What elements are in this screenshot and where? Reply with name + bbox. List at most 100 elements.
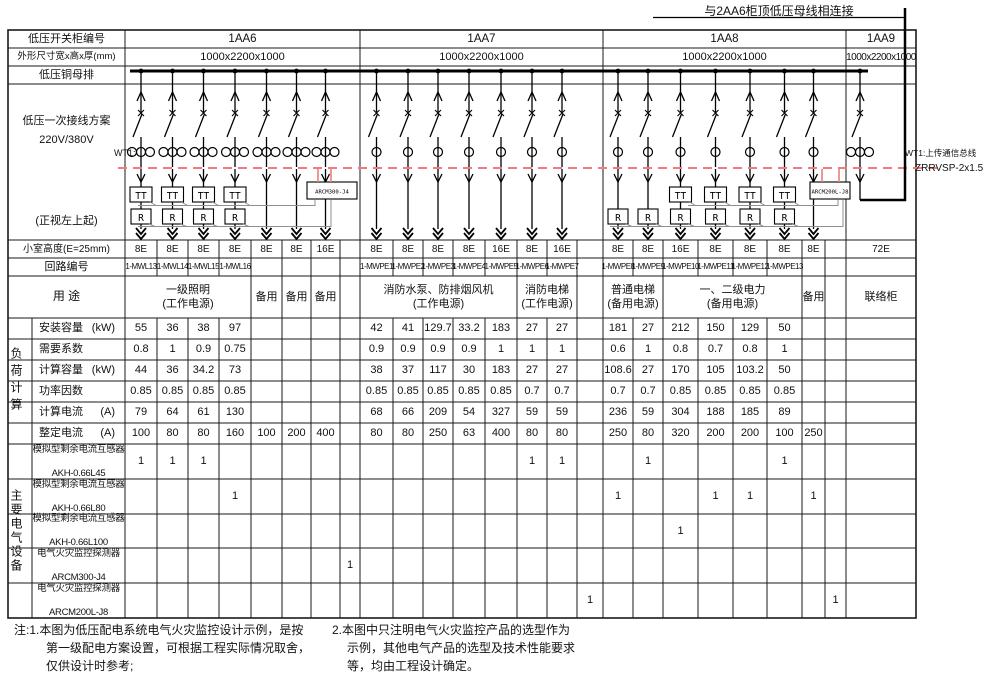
r-routing-line xyxy=(610,200,844,227)
load-value-cell: 27 xyxy=(641,322,655,335)
purpose-cell: 普通电梯 (备用电源) xyxy=(607,284,659,310)
equip-count-cell: 1 xyxy=(746,490,754,503)
arrow-down-icon xyxy=(710,173,721,184)
arrow-up-icon xyxy=(291,90,302,102)
current-transformer-icon xyxy=(744,146,756,158)
cabinet-id-cell: 1AA9 xyxy=(866,32,896,45)
chamber-height-cell: 8E xyxy=(401,243,415,255)
load-value-cell: 236 xyxy=(608,406,628,419)
load-value-cell: 209 xyxy=(428,406,448,419)
current-transformer-icon xyxy=(710,146,721,158)
arrow-up-icon xyxy=(613,90,623,102)
current-transformer-icon xyxy=(402,146,414,158)
current-transformer-icon xyxy=(252,146,263,158)
chamber-height-cell: 8E xyxy=(260,243,273,255)
feeder-arrow-icon xyxy=(197,227,210,236)
row-label-purpose: 用 途 xyxy=(52,289,81,304)
equip-count-cell: 1 xyxy=(712,490,719,503)
note-line: 等，均由工程设计确定。 xyxy=(347,659,480,673)
arrow-up-icon xyxy=(527,90,537,102)
load-value-cell: 0.7 xyxy=(524,385,540,398)
breaker-cross-icon xyxy=(856,109,864,117)
equip-count-cell: 1 xyxy=(169,455,176,468)
equipment-name: 模拟型剩余电流互感器 xyxy=(32,478,125,490)
current-transformer-icon xyxy=(556,146,568,158)
arrow-up-icon xyxy=(230,90,240,102)
arrow-down-icon xyxy=(230,173,240,184)
feeder-arrow-icon xyxy=(495,232,507,241)
breaker-blade-icon xyxy=(226,113,237,138)
load-value-cell: 129.7 xyxy=(424,322,452,335)
equip-count-cell: 1 xyxy=(677,524,684,537)
equipment-row-label: 模拟型剩余电流互感器 AKH-0.66L45 xyxy=(32,444,125,479)
purpose-cell: 备用 xyxy=(802,291,825,303)
chamber-height-cell: 8E xyxy=(166,243,179,255)
feeder-arrow-icon xyxy=(463,232,475,241)
arrow-up-icon xyxy=(643,90,653,102)
load-value-cell: 320 xyxy=(671,427,690,440)
load-value-cell: 0.9 xyxy=(430,343,446,356)
load-value-cell: 0.7 xyxy=(610,385,626,398)
feeder-arrow-icon xyxy=(135,232,147,241)
equipment-model: ARCM200L-J8 xyxy=(48,606,108,618)
routing-stub xyxy=(724,201,731,206)
load-value-cell: 50 xyxy=(778,322,791,335)
arrow-up-icon xyxy=(320,90,331,102)
scheme-label-line2: 220V/380V xyxy=(39,134,94,146)
circuit-no-cell: 1-MWPE7 xyxy=(545,261,579,271)
comm-bus-annotation-line1: WT1:上传通信总线 xyxy=(905,148,977,158)
load-value-cell: 0.7 xyxy=(707,343,724,356)
current-transformer-icon xyxy=(863,146,875,158)
chamber-height-cell: 8E xyxy=(641,243,655,255)
feeder-arrow-icon xyxy=(556,232,568,241)
load-value-cell: 73 xyxy=(228,364,242,377)
load-value-cell: 0.7 xyxy=(554,385,570,398)
load-row-name: 整定电流 xyxy=(39,427,83,440)
equip-count-cell: 1 xyxy=(832,594,839,607)
arrow-down-icon xyxy=(371,173,382,184)
current-transformer-icon xyxy=(144,146,156,158)
note-line: 第一级配电方案设置，可根据工程实际情况取舍， xyxy=(46,641,311,655)
load-value-cell: 80 xyxy=(197,427,210,440)
circuit-no-cell: 1-MWL14 xyxy=(156,261,189,271)
load-value-cell: 129 xyxy=(740,322,760,335)
load-value-cell: 0.6 xyxy=(610,343,626,356)
equipment-row-label: 电气火灾监控探测器 ARCM200L-J8 xyxy=(32,583,125,618)
feeder-arrow-icon xyxy=(260,232,273,241)
circuit-no-cell: 1-MWPE13 xyxy=(766,261,803,271)
wt1-drop-stub xyxy=(317,169,332,182)
tt-device-label: TT xyxy=(167,191,179,202)
load-value-cell: 183 xyxy=(491,322,511,335)
load-value-cell: 54 xyxy=(462,406,476,419)
breaker-cross-icon xyxy=(614,109,622,117)
load-row-name: 安装容量 xyxy=(39,322,83,335)
load-value-cell: 38 xyxy=(197,322,210,335)
cabinet-id-cell: 1AA8 xyxy=(710,32,739,45)
load-value-cell: 42 xyxy=(370,322,383,335)
tt-device-label: TT xyxy=(744,191,756,202)
load-row-unit: (kW) xyxy=(91,322,115,335)
r-device-label: R xyxy=(232,213,238,224)
r-device-label: R xyxy=(782,213,788,224)
load-row-unit: (A) xyxy=(100,406,115,419)
chamber-height-cell: 8E xyxy=(228,243,242,255)
feeder-arrow-icon xyxy=(642,232,654,241)
tie-bus-connection-line xyxy=(860,8,907,202)
load-row-label: 功率因数 xyxy=(32,381,125,402)
load-value-cell: 0.85 xyxy=(161,385,184,398)
current-transformer-icon xyxy=(463,146,475,158)
equip-count-cell: 1 xyxy=(346,559,354,572)
current-transformer-icon xyxy=(371,146,382,158)
r-device-box xyxy=(669,208,692,225)
breaker-cross-icon xyxy=(231,109,239,117)
equipment-model: AKH-0.66L80 xyxy=(51,502,106,514)
current-transformer-icon xyxy=(495,146,507,158)
load-row-name: 计算电流 xyxy=(39,406,83,419)
breaker-cross-icon xyxy=(644,109,652,117)
load-value-cell: 27 xyxy=(555,364,569,377)
breaker-blade-icon xyxy=(399,113,410,138)
breaker-blade-icon xyxy=(741,113,752,138)
purpose-cell: 联络柜 xyxy=(864,291,898,303)
feeder-arrow-icon xyxy=(370,232,383,241)
arrow-down-icon xyxy=(855,173,865,184)
